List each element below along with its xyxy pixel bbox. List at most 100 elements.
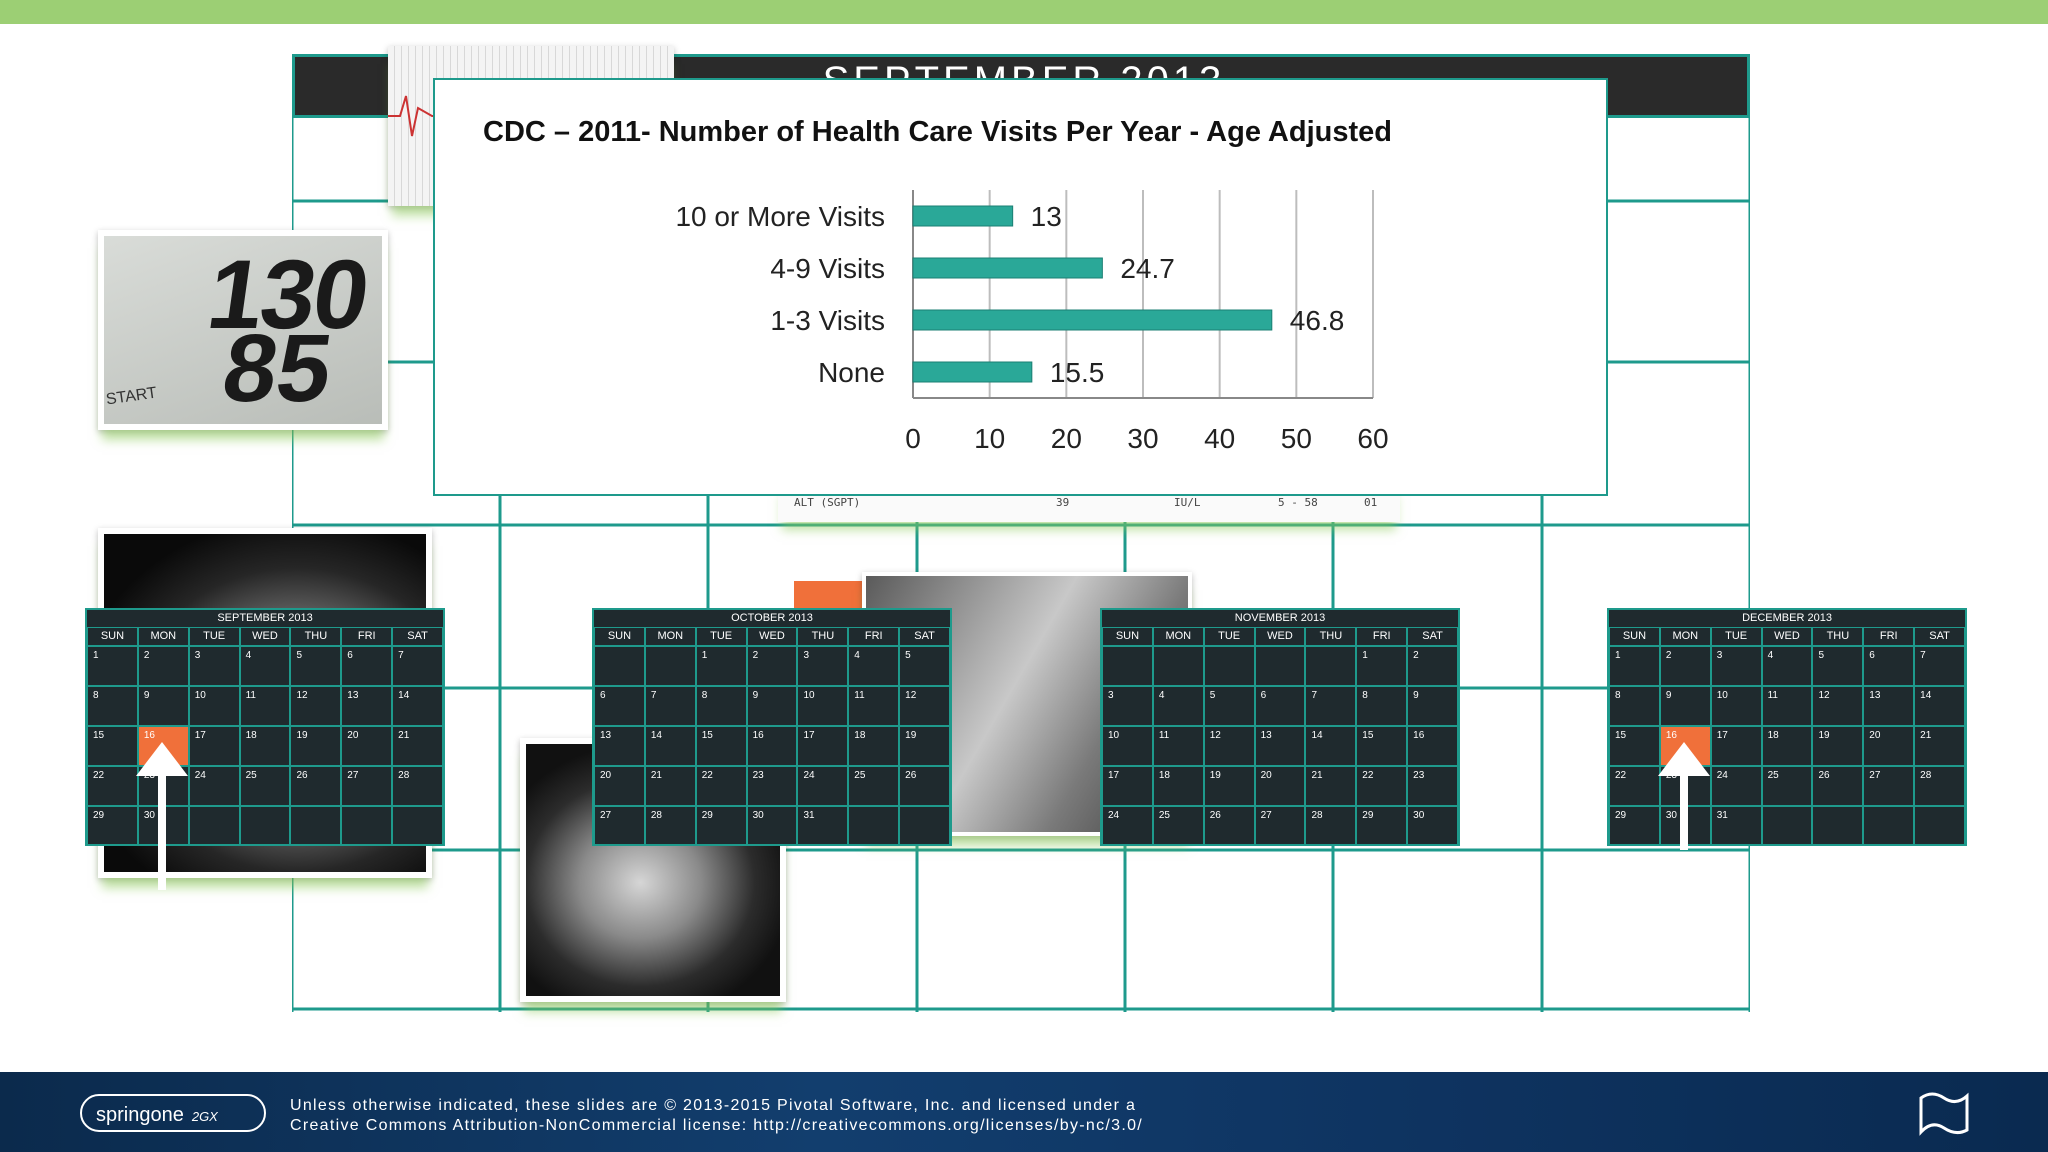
day-cell: 17 [1710, 726, 1762, 766]
day-cell: 2 [1407, 646, 1459, 686]
weekday-label: FRI [848, 627, 900, 646]
weekday-label: SAT [1914, 627, 1966, 646]
day-cell: 28 [392, 766, 444, 806]
day-cell: 23 [746, 766, 798, 806]
x-tick-label: 20 [1051, 423, 1082, 454]
day-cell: 27 [341, 766, 393, 806]
category-label: 4-9 Visits [770, 253, 885, 284]
day-cell: 26 [1203, 806, 1255, 846]
lab-test-range: 5 - 58 [1278, 496, 1318, 509]
day-cell: 11 [239, 686, 291, 726]
weekday-label: TUE [188, 627, 240, 646]
day-cell: 22 [1356, 766, 1408, 806]
data-label: 15.5 [1050, 357, 1105, 388]
day-cell: 28 [1305, 806, 1357, 846]
weekday-label: SUN [1102, 627, 1153, 646]
weekday-label: FRI [341, 627, 393, 646]
ecg-trace [388, 95, 448, 137]
day-cell [1761, 806, 1813, 846]
day-cell: 21 [392, 726, 444, 766]
license-line-2: Creative Commons Attribution-NonCommerci… [290, 1117, 1144, 1134]
x-tick-label: 30 [1127, 423, 1158, 454]
license-line-1: Unless otherwise indicated, these slides… [290, 1097, 1137, 1114]
weekday-label: THU [1812, 627, 1864, 646]
day-cell: 4 [239, 646, 291, 686]
weekday-label: THU [1305, 627, 1357, 646]
day-cell: 14 [392, 686, 444, 726]
day-cell: 20 [594, 766, 645, 806]
mini-calendar-weekdays: SUN MON TUE WED THU FRI SAT [1102, 627, 1459, 646]
day-cell: 3 [188, 646, 240, 686]
mini-calendar-week: 24 25 26 27 28 29 30 [1102, 806, 1459, 846]
data-label: 46.8 [1290, 305, 1345, 336]
day-cell: 13 [1254, 726, 1306, 766]
day-cell: 12 [1203, 726, 1255, 766]
mini-calendar-week: 20 21 22 23 24 25 26 [594, 766, 951, 806]
day-cell: 17 [188, 726, 240, 766]
day-cell: 11 [1152, 726, 1204, 766]
day-cell: 30 [1407, 806, 1459, 846]
data-label: 24.7 [1120, 253, 1175, 284]
day-cell: 18 [1152, 766, 1204, 806]
day-cell [188, 806, 240, 846]
weekday-label: WED [1254, 627, 1306, 646]
mini-calendar-september: SEPTEMBER 2013 SUN MON TUE WED THU FRI SAT 1 2 3 4 5… [85, 608, 445, 846]
mini-calendar-week: 6 7 8 9 10 11 12 [594, 686, 951, 726]
day-cell [1812, 806, 1864, 846]
bar [912, 257, 1103, 279]
mini-calendar-november: NOVEMBER 2013 SUN MON TUE WED THU FRI SAT 1 2 3 4 5 6… [1100, 608, 1460, 846]
day-cell: 8 [695, 686, 747, 726]
day-cell: 2 [746, 646, 798, 686]
day-cell: 25 [239, 766, 291, 806]
day-cell: 15 [1609, 726, 1660, 766]
day-cell: 5 [1203, 686, 1255, 726]
bar [912, 205, 1014, 227]
x-tick-label: 60 [1357, 423, 1388, 454]
weekday-label: SUN [594, 627, 645, 646]
day-cell: 1 [1356, 646, 1408, 686]
day-cell: 26 [290, 766, 342, 806]
mini-calendar-grid: SUN MON TUE WED THU FRI SAT 1 2 3 4 5 6 7 8 9 10 11 12 13 14… [594, 627, 951, 846]
day-cell: 2 [137, 646, 189, 686]
category-label: None [818, 357, 885, 388]
day-cell: 15 [695, 726, 747, 766]
day-cell: 14 [1914, 686, 1966, 726]
day-cell: 28 [1914, 766, 1966, 806]
weekday-label: MON [137, 627, 189, 646]
day-cell: 14 [1305, 726, 1357, 766]
day-cell: 12 [1812, 686, 1864, 726]
day-cell: 19 [290, 726, 342, 766]
bar [912, 361, 1033, 383]
day-cell [1305, 646, 1357, 686]
day-cell [1254, 646, 1306, 686]
day-cell: 11 [1761, 686, 1813, 726]
weekday-label: SAT [899, 627, 951, 646]
day-cell: 7 [644, 686, 696, 726]
day-cell [644, 646, 696, 686]
mini-calendar-weekdays: SUN MON TUE WED THU FRI SAT [1609, 627, 1966, 646]
mini-calendar-october: OCTOBER 2013 SUN MON TUE WED THU FRI SAT 1 2 3 4 5 6 7… [592, 608, 952, 846]
data-label: 13 [1031, 201, 1062, 232]
day-cell: 13 [594, 726, 645, 766]
day-cell: 22 [87, 766, 138, 806]
weekday-label: WED [239, 627, 291, 646]
mini-calendar-week: 8 9 10 11 12 13 14 [1609, 686, 1966, 726]
day-cell: 26 [899, 766, 951, 806]
day-cell: 19 [1203, 766, 1255, 806]
day-cell: 29 [695, 806, 747, 846]
day-cell: 7 [392, 646, 444, 686]
day-cell: 9 [1407, 686, 1459, 726]
weekday-label: WED [746, 627, 798, 646]
day-cell: 20 [341, 726, 393, 766]
top-accent-bar [0, 0, 2048, 24]
day-cell: 10 [1710, 686, 1762, 726]
weekday-label: TUE [1203, 627, 1255, 646]
day-cell: 19 [899, 726, 951, 766]
mini-calendar-title: DECEMBER 2013 [1742, 612, 1832, 624]
day-cell: 30 [746, 806, 798, 846]
day-cell: 21 [644, 766, 696, 806]
weekday-label: TUE [695, 627, 747, 646]
springone-logo: springone 2GX [80, 1094, 266, 1132]
